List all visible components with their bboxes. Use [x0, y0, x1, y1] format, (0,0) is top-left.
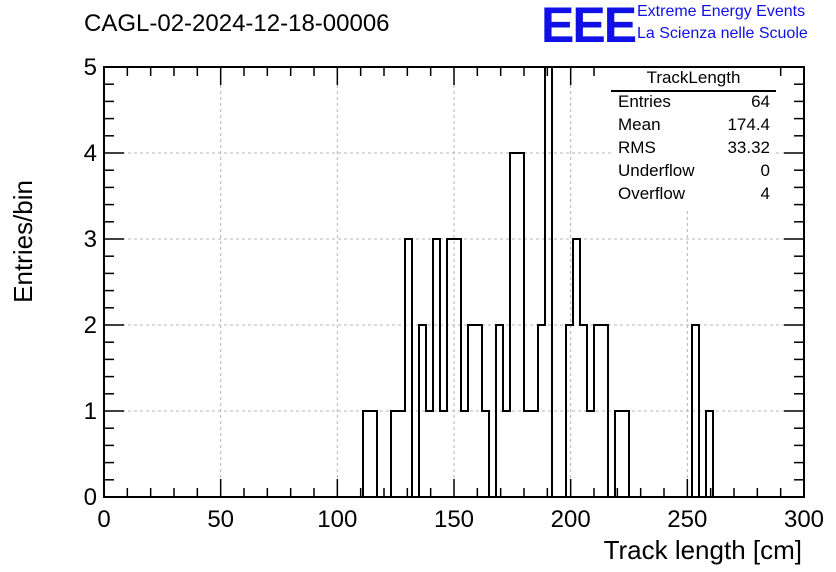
x-tick-label: 200 [551, 506, 591, 533]
x-tick-label: 0 [97, 506, 110, 533]
y-tick-label: 4 [84, 140, 97, 167]
y-tick-label: 0 [84, 484, 97, 511]
stats-row-entries: Entries 64 [618, 92, 770, 114]
x-axis-label: Track length [cm] [604, 535, 802, 565]
stats-value: 33.32 [727, 138, 770, 157]
histogram-bin [566, 325, 573, 497]
stats-row-mean: Mean 174.4 [618, 115, 770, 137]
logo-tagline-1: Extreme Energy Events [637, 3, 806, 20]
histogram-bin [475, 325, 482, 497]
stats-row-overflow: Overflow 4 [618, 184, 770, 206]
y-tick-label: 5 [84, 54, 97, 81]
histogram-bin [622, 411, 629, 497]
histogram-bin [524, 411, 531, 497]
stats-value: 0 [760, 161, 770, 180]
histogram-bin [370, 411, 377, 497]
histogram-bin [692, 325, 699, 497]
stats-label: RMS [618, 138, 656, 157]
x-tick-labels: 0 50 100 150 200 250 300 [97, 506, 824, 533]
y-tick-label: 2 [84, 312, 97, 339]
histogram-bin [433, 239, 440, 497]
stats-value: 64 [751, 92, 770, 111]
stats-value: 4 [760, 184, 770, 203]
stats-label: Entries [618, 92, 671, 111]
histogram-bin [531, 411, 538, 497]
histogram-bin [440, 411, 447, 497]
y-tick-label: 3 [84, 226, 97, 253]
stats-label: Mean [618, 115, 661, 134]
histogram-bin [363, 411, 370, 497]
x-tick-label: 300 [784, 506, 824, 533]
axis-ticks [103, 66, 805, 498]
histogram-bin [503, 411, 510, 497]
histogram-bin [405, 239, 412, 497]
histogram-bin [447, 239, 454, 497]
stats-value: 174.4 [727, 115, 770, 134]
eee-logo: EEE [541, 0, 637, 53]
histogram-bin [510, 153, 517, 497]
histogram-bin [398, 411, 405, 497]
histogram-bin [468, 325, 475, 497]
stats-label: Underflow [618, 161, 695, 180]
histogram-bin [587, 411, 594, 497]
histogram-bin [461, 411, 468, 497]
stats-row-underflow: Underflow 0 [618, 161, 770, 183]
x-tick-label: 100 [317, 506, 357, 533]
histogram-bin [517, 153, 524, 497]
histogram-bin [545, 67, 552, 497]
histogram-bin [580, 325, 587, 497]
logo-tagline-2: La Scienza nelle Scuole [637, 25, 808, 42]
stats-label: Overflow [618, 184, 686, 203]
histogram-bin [419, 325, 426, 497]
stats-title: TrackLength [646, 68, 741, 87]
y-tick-labels: 0 1 2 3 4 5 [84, 54, 97, 511]
histogram-bin [594, 325, 601, 497]
histogram-bin [426, 411, 433, 497]
stats-box: TrackLength Entries 64 Mean 174.4 RMS 33… [611, 68, 776, 208]
stats-row-rms: RMS 33.32 [618, 138, 770, 160]
histogram-bin [496, 325, 503, 497]
y-axis-label: Entries/bin [8, 180, 38, 303]
x-tick-label: 50 [207, 506, 234, 533]
histogram-bin [538, 325, 545, 497]
histogram-bin [391, 411, 398, 497]
histogram-bin [601, 325, 608, 497]
histogram-bin [482, 411, 489, 497]
run-title: CAGL-02-2024-12-18-00006 [84, 10, 390, 37]
y-tick-label: 1 [84, 398, 97, 425]
histogram-bin [573, 239, 580, 497]
x-tick-label: 150 [434, 506, 474, 533]
stats-divider [611, 90, 776, 92]
histogram-bin [454, 239, 461, 497]
x-tick-label: 250 [667, 506, 707, 533]
histogram-bin [706, 411, 713, 497]
histogram-bin [615, 411, 622, 497]
